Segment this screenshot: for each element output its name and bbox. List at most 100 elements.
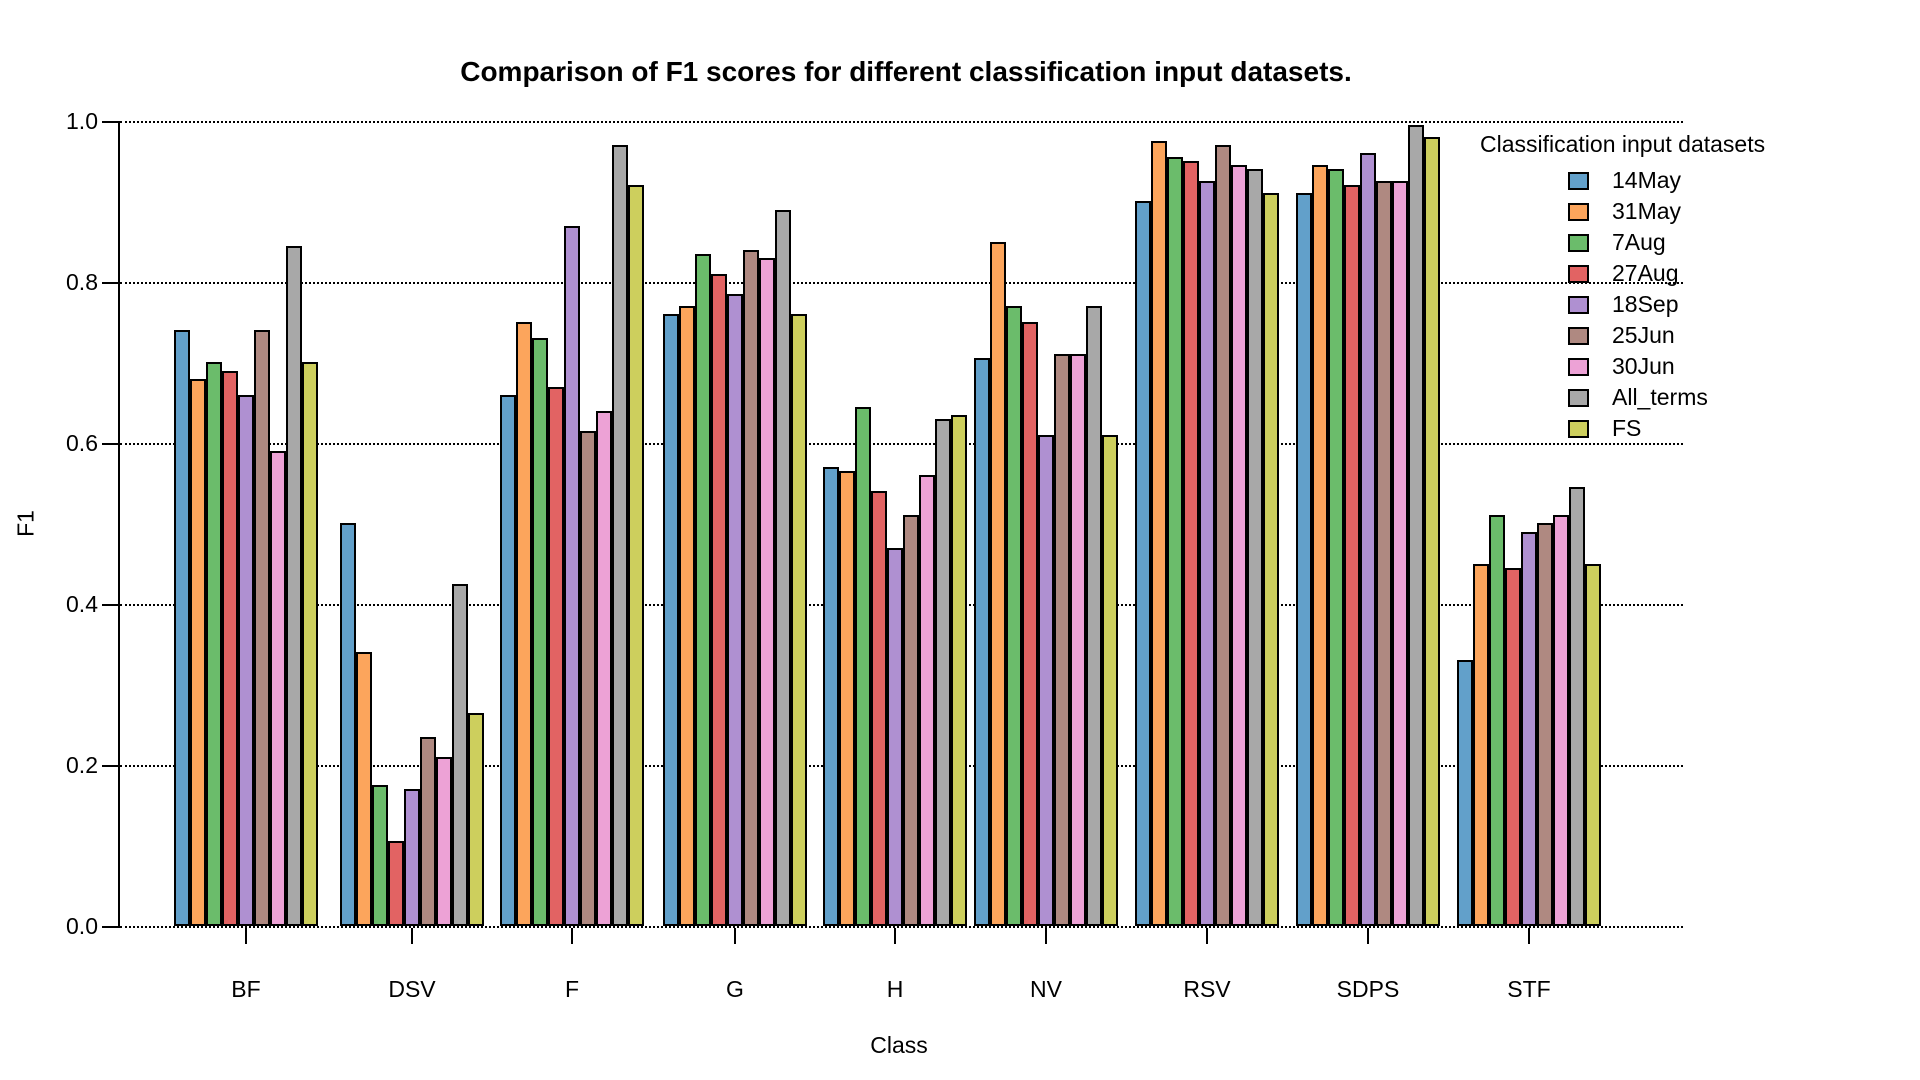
bar-group-BF bbox=[174, 121, 318, 926]
bar-F-18Sep bbox=[564, 226, 580, 926]
bar-SDPS-30Jun bbox=[1392, 181, 1408, 926]
legend-label-25Jun: 25Jun bbox=[1612, 322, 1675, 348]
y-tick-label: 0.8 bbox=[66, 269, 98, 295]
bar-SDPS-27Aug bbox=[1344, 185, 1360, 926]
legend-item-18Sep: 18Sep bbox=[1568, 289, 1679, 320]
x-tick bbox=[734, 928, 736, 944]
legend-label-18Sep: 18Sep bbox=[1612, 291, 1679, 317]
bar-NV-14May bbox=[974, 358, 990, 926]
x-tick-label-H: H bbox=[886, 976, 904, 1002]
bar-BF-31May bbox=[190, 379, 206, 926]
bar-STF-7Aug bbox=[1489, 515, 1505, 926]
bar-RSV-FS bbox=[1263, 193, 1279, 926]
bar-G-25Jun bbox=[743, 250, 759, 926]
legend-swatch-FS bbox=[1568, 419, 1589, 438]
bar-F-14May bbox=[500, 395, 516, 926]
bar-SDPS-31May bbox=[1312, 165, 1328, 926]
bar-NV-25Jun bbox=[1054, 354, 1070, 926]
bar-DSV-14May bbox=[340, 523, 356, 926]
bar-F-FS bbox=[628, 185, 644, 926]
bar-RSV-All_terms bbox=[1247, 169, 1263, 926]
legend-swatch-25Jun bbox=[1568, 326, 1589, 345]
legend-label-30Jun: 30Jun bbox=[1612, 353, 1675, 379]
legend-swatch-18Sep bbox=[1568, 295, 1589, 314]
legend-swatch-31May bbox=[1568, 202, 1589, 221]
y-tick bbox=[102, 121, 118, 123]
x-tick bbox=[411, 928, 413, 944]
bar-STF-25Jun bbox=[1537, 523, 1553, 926]
bar-F-All_terms bbox=[612, 145, 628, 926]
legend-label-FS: FS bbox=[1612, 415, 1642, 441]
y-tick-label: 0.0 bbox=[66, 913, 98, 939]
bar-DSV-25Jun bbox=[420, 737, 436, 926]
bar-NV-27Aug bbox=[1022, 322, 1038, 926]
x-tick-label-RSV: RSV bbox=[1183, 976, 1231, 1002]
bar-RSV-30Jun bbox=[1231, 165, 1247, 926]
bar-group-G bbox=[663, 121, 807, 926]
x-tick bbox=[1045, 928, 1047, 944]
legend-swatch-7Aug bbox=[1568, 233, 1589, 252]
legend-swatch-30Jun bbox=[1568, 357, 1589, 376]
y-tick bbox=[102, 282, 118, 284]
legend-item-All_terms: All_terms bbox=[1568, 382, 1708, 413]
bar-NV-30Jun bbox=[1070, 354, 1086, 926]
y-tick-label: 0.2 bbox=[66, 752, 98, 778]
bar-BF-27Aug bbox=[222, 371, 238, 926]
y-axis-line bbox=[118, 121, 120, 928]
bar-RSV-25Jun bbox=[1215, 145, 1231, 926]
legend-label-14May: 14May bbox=[1612, 167, 1682, 193]
bar-F-7Aug bbox=[532, 338, 548, 926]
legend-label-31May: 31May bbox=[1612, 198, 1682, 224]
y-tick bbox=[102, 926, 118, 928]
bar-RSV-14May bbox=[1135, 201, 1151, 926]
bar-group-RSV bbox=[1135, 121, 1279, 926]
bar-BF-30Jun bbox=[270, 451, 286, 926]
bar-SDPS-All_terms bbox=[1408, 125, 1424, 926]
bar-RSV-7Aug bbox=[1167, 157, 1183, 926]
x-tick-label-DSV: DSV bbox=[388, 976, 436, 1002]
bar-DSV-27Aug bbox=[388, 841, 404, 926]
bar-NV-31May bbox=[990, 242, 1006, 926]
bar-F-25Jun bbox=[580, 431, 596, 926]
legend-item-7Aug: 7Aug bbox=[1568, 227, 1666, 258]
bar-DSV-30Jun bbox=[436, 757, 452, 926]
bar-BF-14May bbox=[174, 330, 190, 926]
bar-STF-31May bbox=[1473, 564, 1489, 926]
y-axis-title: F1 bbox=[12, 510, 39, 537]
legend-label-7Aug: 7Aug bbox=[1612, 229, 1666, 255]
bar-SDPS-18Sep bbox=[1360, 153, 1376, 926]
x-tick bbox=[894, 928, 896, 944]
bar-RSV-31May bbox=[1151, 141, 1167, 926]
bar-H-7Aug bbox=[855, 407, 871, 926]
legend-item-14May: 14May bbox=[1568, 165, 1681, 196]
x-tick-label-BF: BF bbox=[231, 976, 261, 1002]
bar-BF-25Jun bbox=[254, 330, 270, 926]
y-tick-label: 1.0 bbox=[66, 108, 98, 134]
legend-swatch-14May bbox=[1568, 171, 1589, 190]
bar-STF-All_terms bbox=[1569, 487, 1585, 926]
bar-G-27Aug bbox=[711, 274, 727, 926]
bar-G-FS bbox=[791, 314, 807, 926]
bar-F-27Aug bbox=[548, 387, 564, 926]
gridline-0.6 bbox=[120, 443, 1683, 445]
y-tick bbox=[102, 604, 118, 606]
bar-BF-18Sep bbox=[238, 395, 254, 926]
y-tick-label: 0.6 bbox=[66, 430, 98, 456]
x-tick bbox=[245, 928, 247, 944]
bar-BF-All_terms bbox=[286, 246, 302, 926]
y-tick-label: 0.4 bbox=[66, 591, 98, 617]
bar-DSV-FS bbox=[468, 713, 484, 926]
bar-G-7Aug bbox=[695, 254, 711, 926]
bar-BF-7Aug bbox=[206, 362, 222, 926]
x-tick bbox=[1367, 928, 1369, 944]
bar-STF-14May bbox=[1457, 660, 1473, 926]
bar-F-31May bbox=[516, 322, 532, 926]
bar-H-FS bbox=[951, 415, 967, 926]
bar-group-STF bbox=[1457, 121, 1601, 926]
bar-H-25Jun bbox=[903, 515, 919, 926]
x-tick-label-SDPS: SDPS bbox=[1336, 976, 1400, 1002]
bar-G-31May bbox=[679, 306, 695, 926]
bar-DSV-7Aug bbox=[372, 785, 388, 926]
legend-label-27Aug: 27Aug bbox=[1612, 260, 1679, 286]
